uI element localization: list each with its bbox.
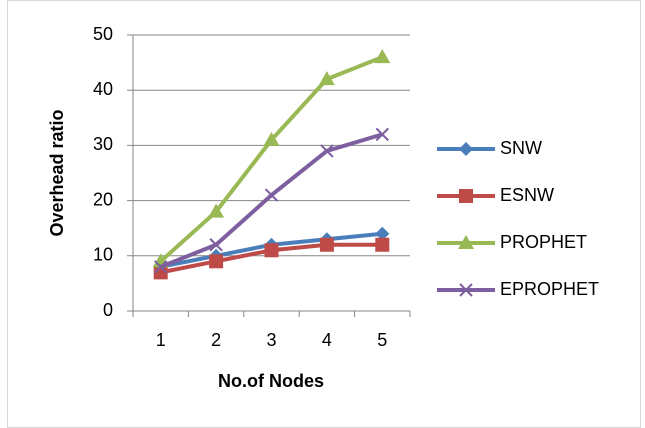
marker bbox=[375, 226, 390, 241]
legend-label: PROPHET bbox=[500, 232, 587, 252]
chart-frame bbox=[7, 0, 641, 428]
y-tick-label: 30 bbox=[93, 134, 113, 154]
legend-label: ESNW bbox=[500, 185, 554, 205]
x-tick-label: 2 bbox=[211, 330, 221, 350]
x-tick-label: 5 bbox=[377, 330, 387, 350]
marker bbox=[208, 203, 225, 218]
marker bbox=[264, 243, 279, 258]
legend-marker bbox=[459, 189, 473, 203]
marker bbox=[153, 260, 168, 274]
x-tick-label: 4 bbox=[322, 330, 332, 350]
marker bbox=[153, 265, 168, 280]
x-axis-title: No.of Nodes bbox=[218, 371, 324, 391]
y-tick-label: 40 bbox=[93, 79, 113, 99]
marker bbox=[209, 254, 224, 269]
x-tick-label: 1 bbox=[156, 330, 166, 350]
legend-label: SNW bbox=[500, 138, 542, 158]
legend-marker bbox=[458, 235, 474, 249]
marker bbox=[209, 238, 223, 252]
marker bbox=[375, 237, 390, 252]
legend-marker bbox=[459, 142, 473, 156]
marker bbox=[264, 188, 279, 202]
legend-label: EPROPHET bbox=[500, 279, 599, 299]
x-tick-label: 3 bbox=[266, 330, 276, 350]
marker bbox=[320, 144, 334, 158]
y-axis-title: Overhead ratio bbox=[47, 109, 67, 236]
y-tick-label: 20 bbox=[93, 189, 113, 209]
legend-marker bbox=[459, 283, 473, 297]
y-tick-label: 10 bbox=[93, 245, 113, 265]
y-tick-label: 50 bbox=[93, 24, 113, 44]
y-tick-label: 0 bbox=[103, 300, 113, 320]
marker bbox=[375, 127, 390, 142]
marker bbox=[318, 71, 335, 86]
marker bbox=[263, 131, 280, 146]
marker bbox=[374, 49, 391, 64]
marker bbox=[319, 237, 334, 252]
